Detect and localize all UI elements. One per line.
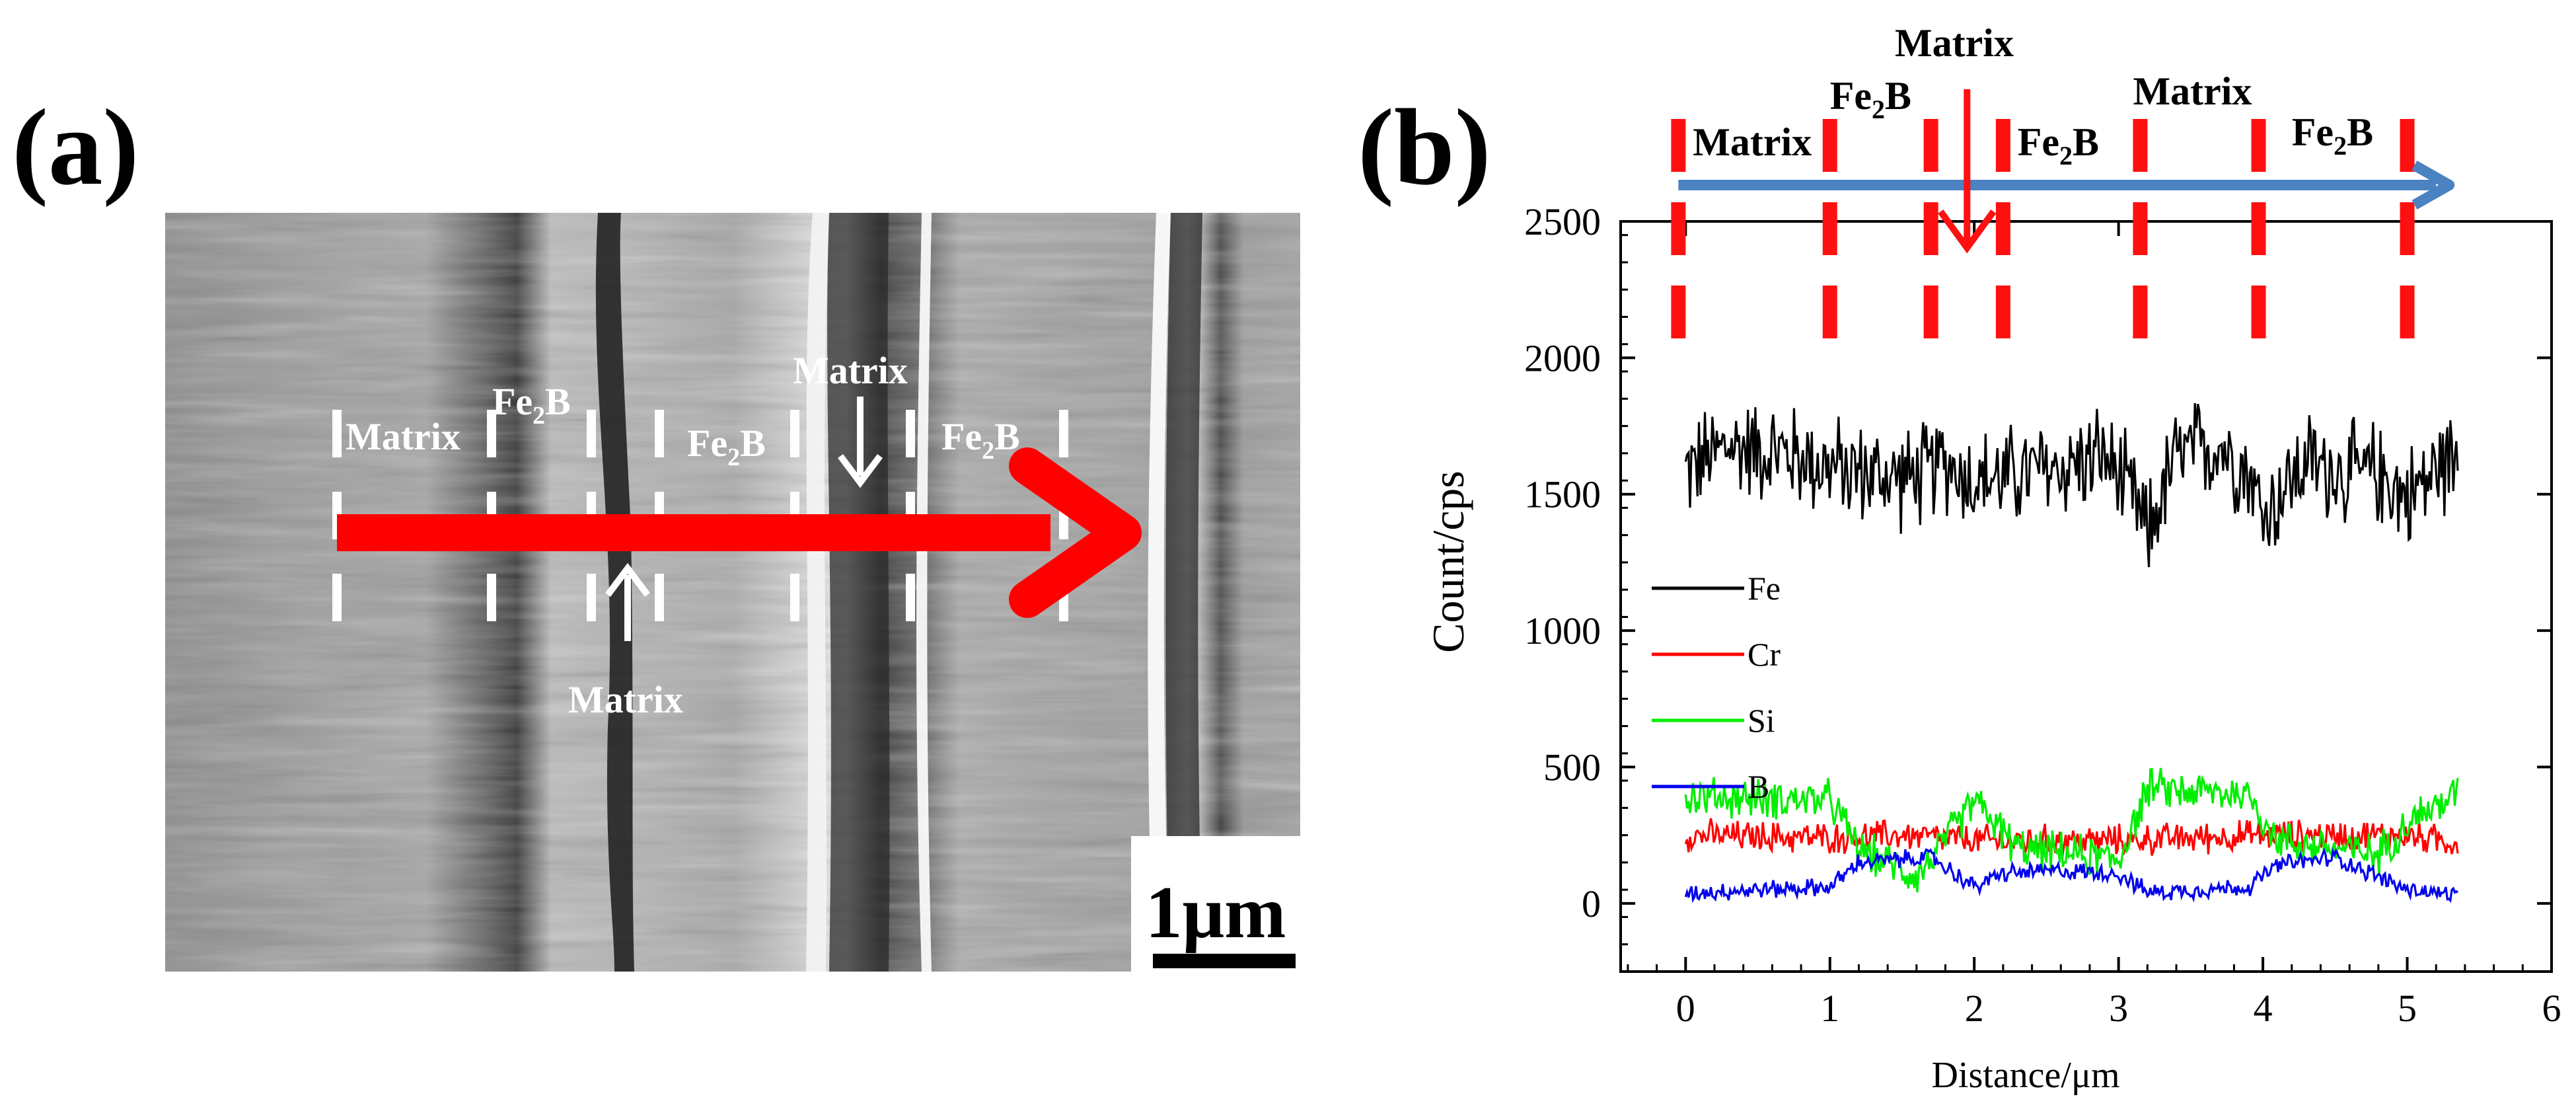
scale-bar-label: 1μm bbox=[1146, 872, 1286, 954]
x-tick-label-5: 5 bbox=[2398, 987, 2417, 1030]
panel-a-label: (a) bbox=[12, 87, 139, 208]
y-axis-label: Count/cps bbox=[1423, 471, 1473, 653]
scale-bar bbox=[1153, 954, 1296, 968]
sem-label-fe2b-1: Fe2B bbox=[492, 380, 571, 430]
series-line-fe bbox=[1684, 403, 2459, 568]
matrix-pointer-head bbox=[1938, 210, 1997, 254]
series-line-b bbox=[1684, 847, 2459, 903]
sem-label-matrix-lower: Matrix bbox=[568, 678, 683, 721]
scale-bar-box bbox=[1131, 836, 1300, 972]
y-tick-label-2: 1000 bbox=[1524, 609, 1601, 652]
series-line-si bbox=[1684, 767, 2459, 893]
legend-label-cr: Cr bbox=[1748, 636, 1781, 673]
sem-label-fe2b-3: Fe2B bbox=[941, 415, 1020, 465]
legend-label-b: B bbox=[1748, 768, 1769, 805]
phase-label-5: Fe2B bbox=[2292, 110, 2373, 161]
x-tick-label-3: 3 bbox=[2109, 987, 2128, 1030]
phase-label-0: Matrix bbox=[1693, 120, 1812, 164]
x-tick-label-4: 4 bbox=[2254, 987, 2273, 1030]
x-axis-label: Distance/μm bbox=[1931, 1055, 2119, 1096]
scan-arrow-head bbox=[2411, 161, 2455, 210]
y-tick-label-0: 0 bbox=[1582, 882, 1601, 925]
sem-scan-arrow bbox=[337, 447, 1142, 618]
x-tick-label-1: 1 bbox=[1820, 987, 1839, 1030]
series-line-cr bbox=[1684, 818, 2459, 858]
legend-label-si: Si bbox=[1748, 702, 1775, 739]
x-tick-label-6: 6 bbox=[2542, 987, 2561, 1030]
phase-label-4: Matrix bbox=[2133, 69, 2252, 113]
legend-label-fe: Fe bbox=[1748, 570, 1781, 607]
phase-label-3: Fe2B bbox=[2018, 120, 2099, 171]
x-tick-label-2: 2 bbox=[1965, 987, 1984, 1030]
sem-label-matrix-1: Matrix bbox=[346, 415, 460, 458]
sem-matrix-arrows bbox=[605, 397, 883, 641]
sem-label-fe2b-2: Fe2B bbox=[687, 422, 766, 471]
panel-b-label: (b) bbox=[1358, 87, 1491, 208]
plot-area-frame bbox=[1619, 220, 2553, 973]
sem-label-matrix-2: Matrix bbox=[793, 349, 908, 392]
y-tick-label-4: 2000 bbox=[1524, 336, 1601, 379]
x-tick-label-0: 0 bbox=[1676, 987, 1695, 1030]
phase-label-1: Fe2B bbox=[1830, 74, 1911, 124]
y-tick-label-1: 500 bbox=[1543, 746, 1601, 788]
phase-label-2: Matrix bbox=[1895, 21, 2014, 65]
y-tick-label-5: 2500 bbox=[1524, 200, 1601, 243]
y-tick-label-3: 1500 bbox=[1524, 473, 1601, 516]
